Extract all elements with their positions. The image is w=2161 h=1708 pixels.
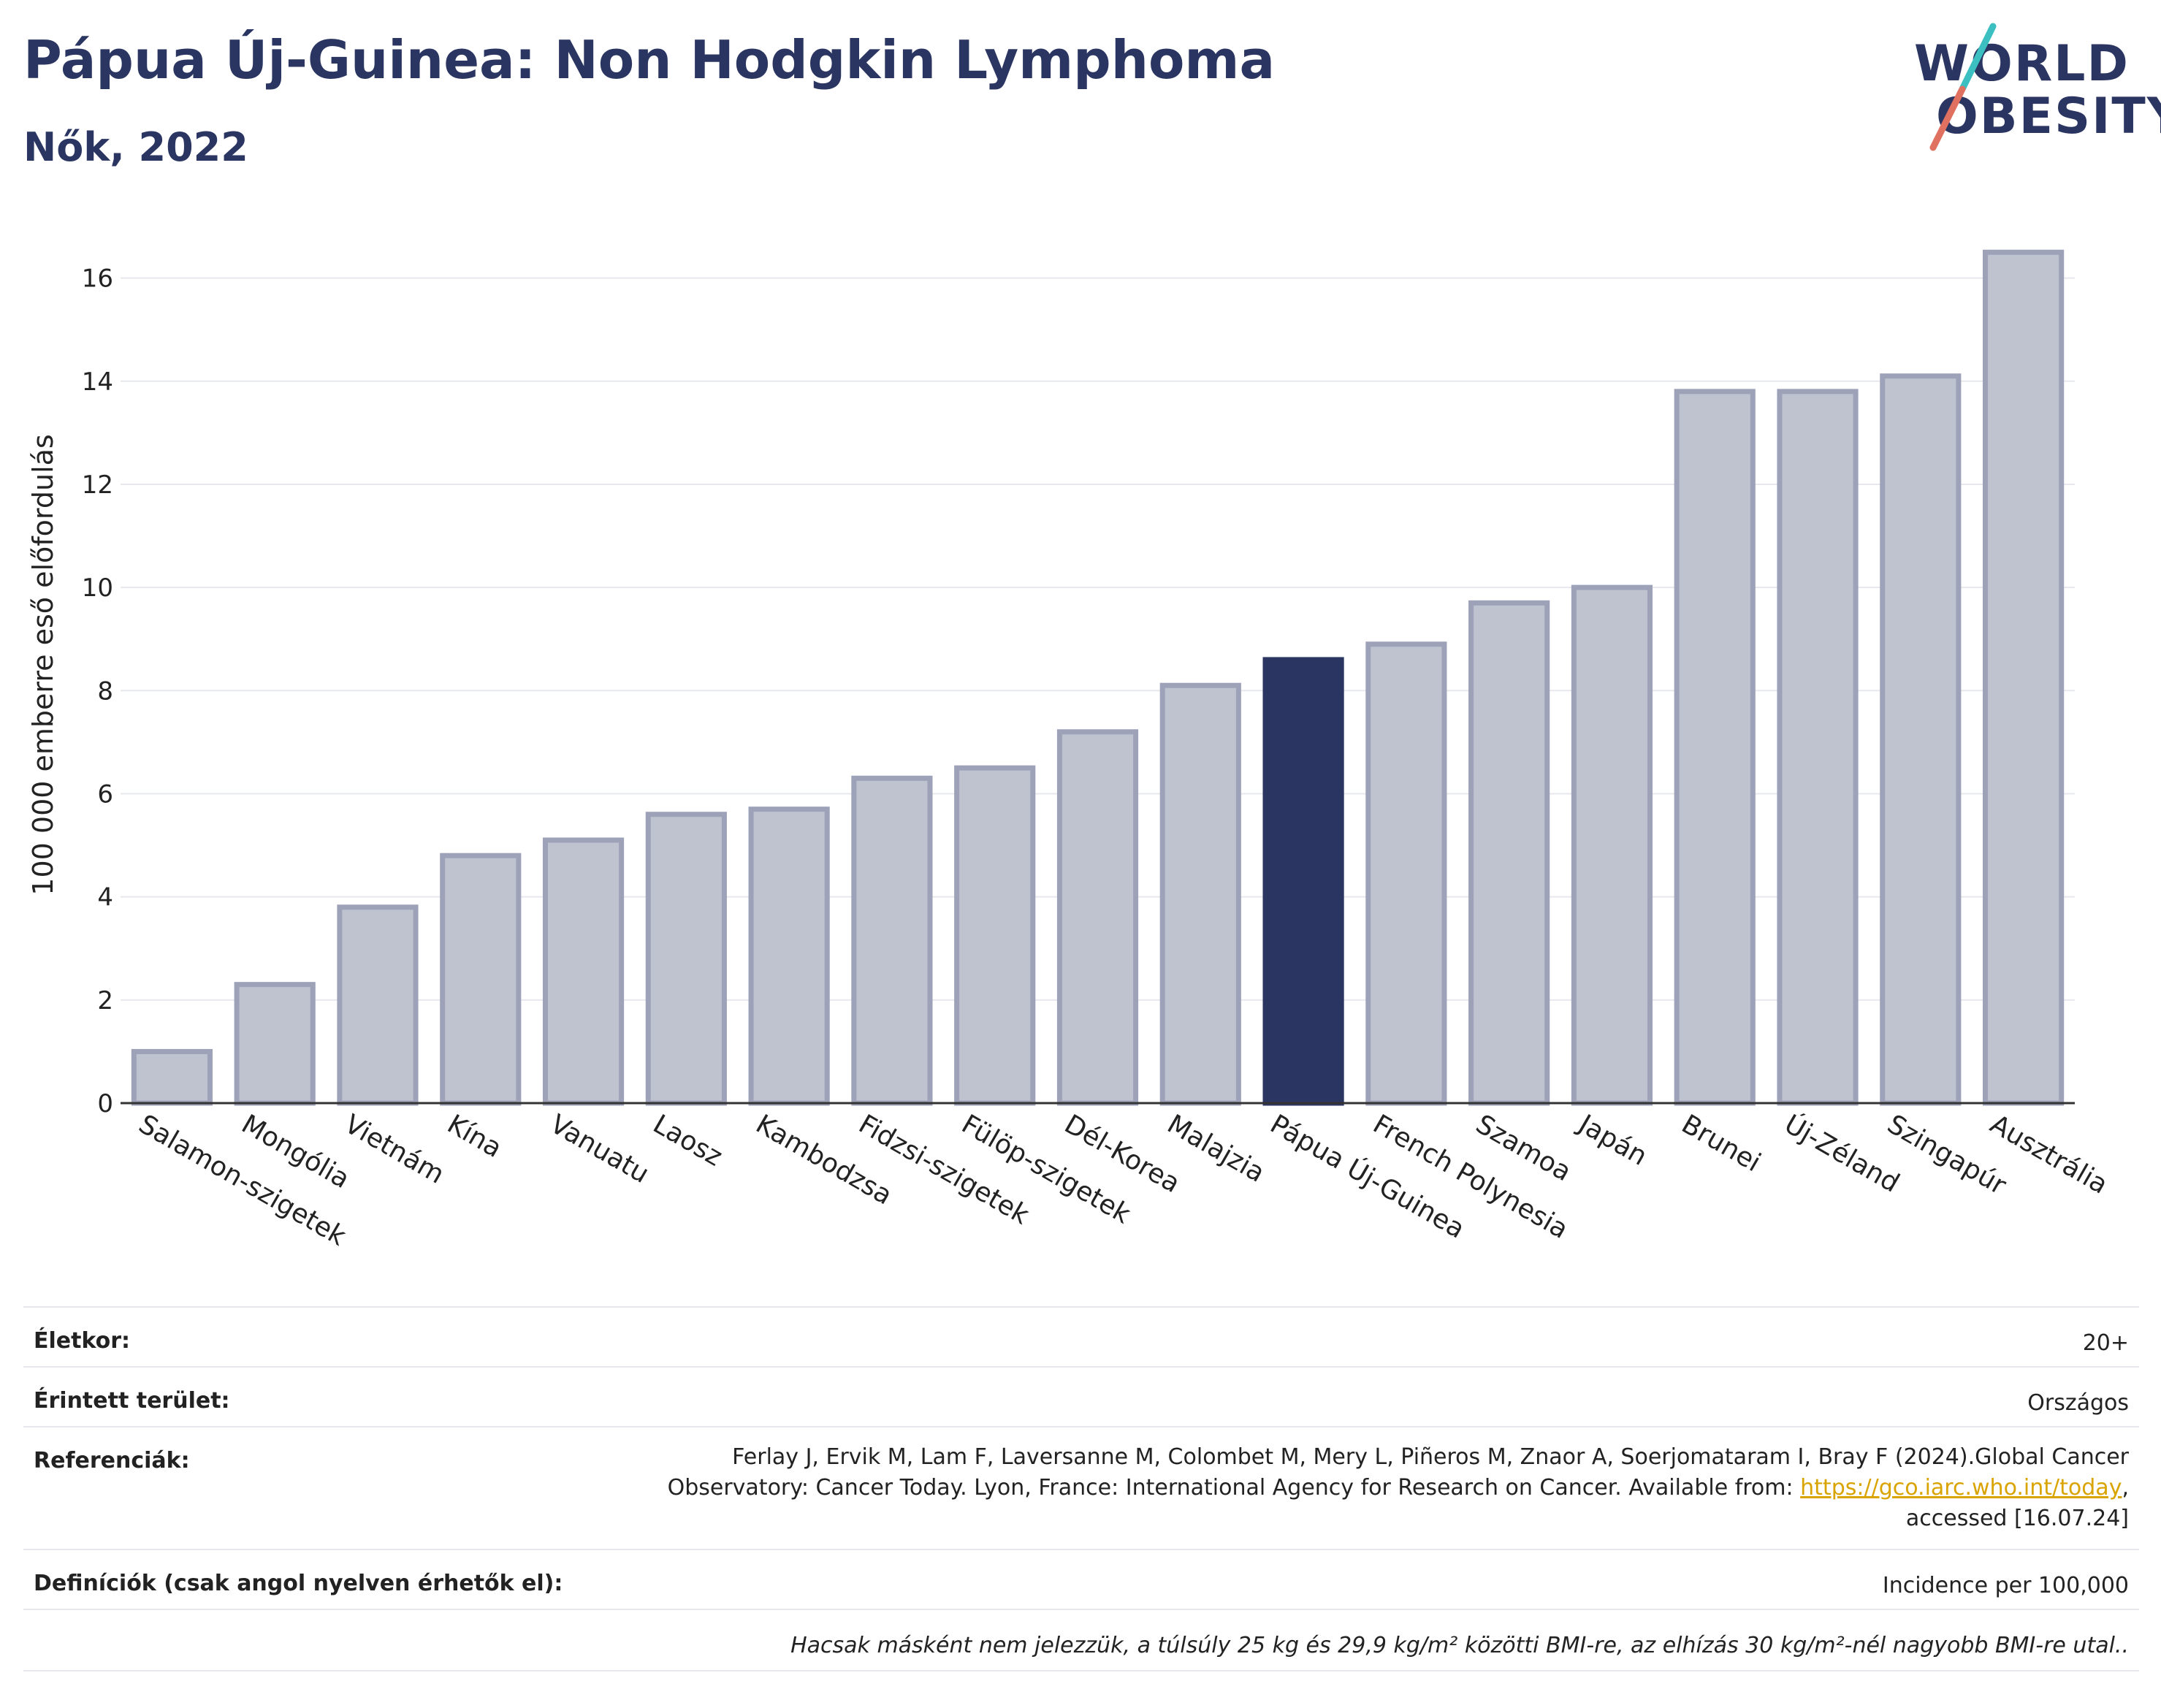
area-row: Érintett terület: Országos [23,1366,2139,1427]
note-row: Hacsak másként nem jelezzük, a túlsúly 2… [23,1609,2139,1671]
references-label: Referenciák: [34,1448,190,1473]
y-tick-label: 10 [82,573,113,603]
bar-chart: 0 2 4 6 8 10 12 14 16 Salamon-szigetekMongóliaVi… [27,249,2113,1252]
logo-line-1: WORLD [1914,35,2130,93]
bar [1056,729,1139,1106]
bar [337,904,419,1106]
bar [1365,641,1447,1106]
definitions-label: Definíciók (csak angol nyelven érhetők e… [34,1571,563,1596]
references-value: Ferlay J, Ervik M, Lam F, Laversanne M, … [522,1442,2129,1534]
reference-line-1: Ferlay J, Ervik M, Lam F, Laversanne M, … [732,1444,2129,1470]
bar-highlighted [1262,657,1344,1106]
y-tick-label: 14 [82,367,113,397]
y-axis-label: 100 000 emberre eső előfordulás [27,434,59,895]
y-tick-labels: 0 2 4 6 8 10 12 14 16 [82,264,113,1118]
x-tick-label: Fülöp-szigetek [956,1109,1135,1229]
bar [1468,600,1550,1106]
bar [1777,389,1859,1106]
reference-line-2a: Observatory: Cancer Today. Lyon, France:… [667,1475,1801,1501]
page-subtitle: Nők, 2022 [23,124,248,170]
age-value: 20+ [2082,1330,2129,1356]
x-tick-label: Japán [1572,1108,1652,1172]
bar [1880,373,1962,1106]
x-tick-label: Vietnám [339,1109,449,1190]
y-tick-label: 4 [97,883,113,912]
footnote: Hacsak másként nem jelezzük, a túlsúly 2… [790,1633,2129,1658]
area-label: Érintett terület: [34,1388,230,1414]
bar [1571,584,1653,1106]
x-tick-label: Fidzsi-szigetek [853,1109,1034,1230]
y-tick-label: 6 [97,779,113,809]
definitions-row: Definíciók (csak angol nyelven érhetők e… [23,1549,2139,1610]
definitions-value: Incidence per 100,000 [1882,1573,2129,1598]
logo-line-2: OBESITY [1936,88,2161,145]
bar [851,775,933,1106]
page-title: Pápua Új-Guinea: Non Hodgkin Lymphoma [23,29,1276,91]
age-row: Életkor: 20+ [23,1306,2139,1368]
reference-line-2: Observatory: Cancer Today. Lyon, France:… [522,1473,2129,1503]
bar [542,837,625,1106]
area-value: Országos [2027,1390,2129,1416]
references-row: Referenciák: Ferlay J, Ervik M, Lam F, L… [23,1426,2139,1550]
x-tick-label: Brunei [1677,1109,1766,1178]
x-tick-label: Új-Zéland [1780,1108,1905,1198]
y-tick-label: 0 [97,1089,113,1118]
reference-link[interactable]: https://gco.iarc.who.int/today [1800,1475,2122,1501]
logo-slash-icon [1929,23,1997,151]
y-tick-label: 8 [97,676,113,706]
bar [645,812,727,1106]
bars [131,249,2065,1106]
bar [1159,682,1241,1106]
y-tick-label: 16 [82,264,113,294]
bar [748,807,830,1106]
y-tick-label: 12 [82,470,113,500]
reference-line-2b: , [2122,1475,2129,1501]
bar [234,982,316,1106]
age-label: Életkor: [34,1328,131,1354]
bar [954,765,1036,1106]
bar [131,1048,213,1106]
x-tick-label: Vanuatu [545,1109,654,1189]
bar [1674,389,1756,1106]
x-tick-label: Kína [442,1109,506,1164]
bottom-divider [23,1670,2139,1671]
bar [1983,249,2065,1106]
x-tick-label: Laosz [648,1109,728,1172]
world-obesity-logo: WORLD OBESITY [1899,22,2161,153]
reference-line-3: accessed [16.07.24] [1905,1506,2129,1531]
x-tick-label: Pápua Új-Guinea [1265,1108,1471,1244]
y-tick-label: 2 [97,986,113,1015]
bar [440,853,522,1106]
